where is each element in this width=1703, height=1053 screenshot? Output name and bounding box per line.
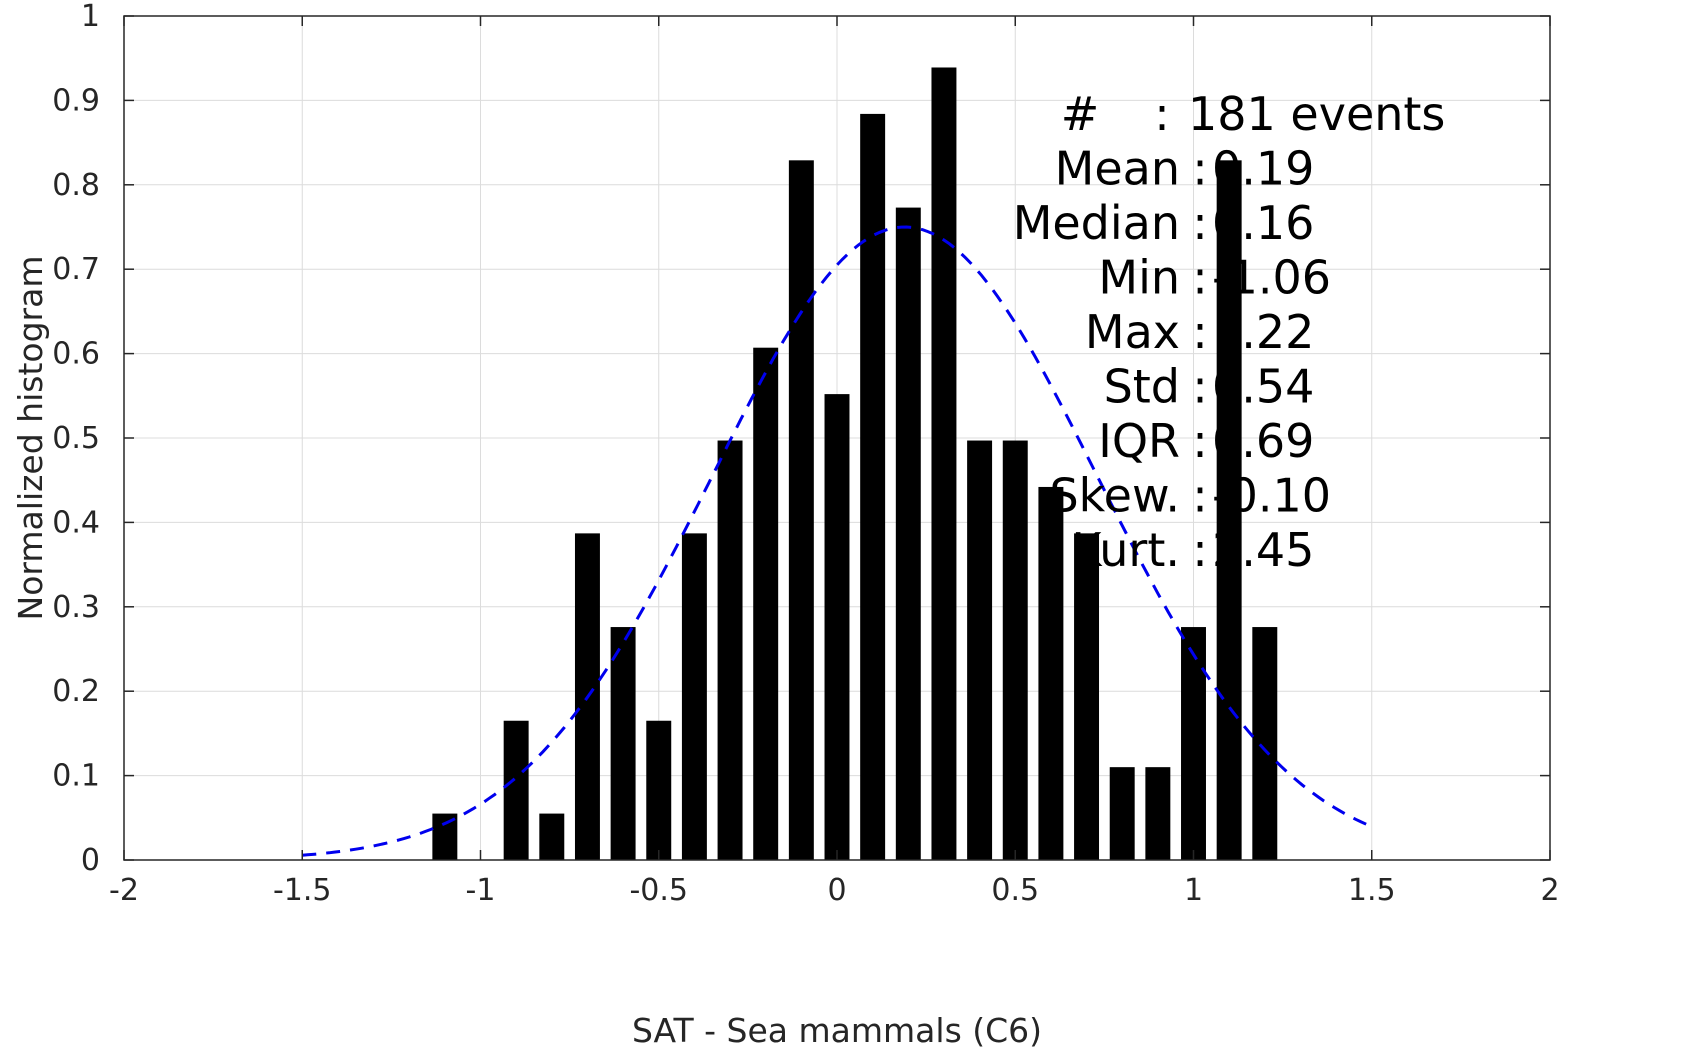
stat-value: 0.16: [1212, 196, 1314, 250]
y-tick-label: 0.4: [52, 505, 100, 540]
histogram-bar: [931, 67, 957, 860]
histogram-bar: [1038, 486, 1064, 860]
y-tick-label: 0: [81, 843, 100, 878]
stat-label: IQR: [1098, 414, 1180, 468]
y-tick-label: 0.1: [52, 759, 100, 794]
y-tick-label: 0.3: [52, 590, 100, 625]
x-tick-label: -1.5: [273, 873, 332, 908]
stat-separator: :: [1192, 523, 1208, 577]
y-tick-label: 1: [81, 0, 100, 34]
y-tick-label: 0.5: [52, 421, 100, 456]
stat-label: Kurt.: [1071, 523, 1180, 577]
histogram-bar: [753, 347, 779, 860]
stat-value: -0.10: [1212, 469, 1331, 523]
stat-separator: :: [1154, 87, 1170, 141]
y-tick-labels: 0 0.1 0.2 0.3 0.4 0.5 0.6 0.7 0.8 0.9 1: [52, 0, 100, 878]
x-tick-label: 2: [1540, 873, 1559, 908]
gaussian-fit-curve: [302, 225, 1373, 857]
gaussian-fit-layer: [302, 225, 1373, 857]
histogram-bar: [503, 720, 529, 860]
histogram-bar: [681, 533, 707, 860]
stat-value: 0.54: [1212, 360, 1314, 414]
axes: [123, 15, 1551, 861]
x-axis-label: SAT - Sea mammals (C6): [632, 1011, 1042, 1050]
stat-value: 2.45: [1212, 523, 1314, 577]
stat-label: #: [1061, 87, 1100, 141]
x-tick-label: 1.5: [1348, 873, 1396, 908]
x-tick-labels: -2 -1.5 -1 -0.5 0 0.5 1 1.5 2: [109, 873, 1560, 908]
histogram-bar: [1109, 767, 1135, 860]
histogram-bars: [432, 67, 1278, 861]
y-tick-label: 0.7: [52, 252, 100, 287]
histogram-bar: [1216, 160, 1242, 861]
y-tick-label: 0.9: [52, 83, 100, 118]
stat-separator: :: [1192, 414, 1208, 468]
stat-separator: :: [1192, 251, 1208, 305]
stat-label: Max: [1085, 305, 1180, 359]
histogram-bar: [1181, 627, 1206, 860]
histogram-bar: [717, 440, 743, 860]
stat-separator: :: [1192, 142, 1208, 196]
stat-label: Std: [1104, 360, 1180, 414]
histogram-bar: [1252, 627, 1278, 860]
stat-value: 0.69: [1212, 414, 1314, 468]
stat-separator: :: [1192, 469, 1208, 523]
x-tick-label: -2: [109, 873, 139, 908]
stat-label: Median: [1013, 196, 1180, 250]
histogram-bar: [1145, 767, 1171, 860]
stat-value: 181 events: [1188, 87, 1445, 141]
y-tick-label: 0.8: [52, 168, 100, 203]
y-axis-label: Normalized histogram: [11, 256, 50, 621]
stat-separator: :: [1192, 196, 1208, 250]
histogram-bar: [860, 113, 886, 861]
stat-separator: :: [1192, 360, 1208, 414]
stat-value: 1.22: [1212, 305, 1314, 359]
stat-value: -1.06: [1212, 251, 1331, 305]
x-tick-label: 1: [1184, 873, 1203, 908]
histogram-bar: [610, 627, 636, 860]
histogram-bar: [967, 440, 993, 860]
histogram-bar: [646, 720, 672, 860]
x-tick-label: 0: [827, 873, 846, 908]
histogram-bar: [1074, 533, 1100, 860]
x-tick-label: -0.5: [629, 873, 688, 908]
histogram-bar: [788, 160, 814, 861]
histogram-bar: [539, 813, 565, 860]
histogram-bar: [432, 813, 458, 860]
histogram-bar: [895, 207, 921, 860]
histogram-bar: [824, 394, 850, 860]
x-tick-label: -1: [466, 873, 496, 908]
stat-label: Mean: [1055, 142, 1180, 196]
x-tick-label: 0.5: [991, 873, 1039, 908]
y-tick-label: 0.2: [52, 674, 100, 709]
stat-label: Skew.: [1049, 469, 1180, 523]
stat-value: 0.19: [1212, 142, 1314, 196]
y-tick-label: 0.6: [52, 337, 100, 372]
histogram-bar: [1002, 440, 1028, 860]
stat-separator: :: [1192, 305, 1208, 359]
stat-label: Min: [1098, 251, 1180, 305]
